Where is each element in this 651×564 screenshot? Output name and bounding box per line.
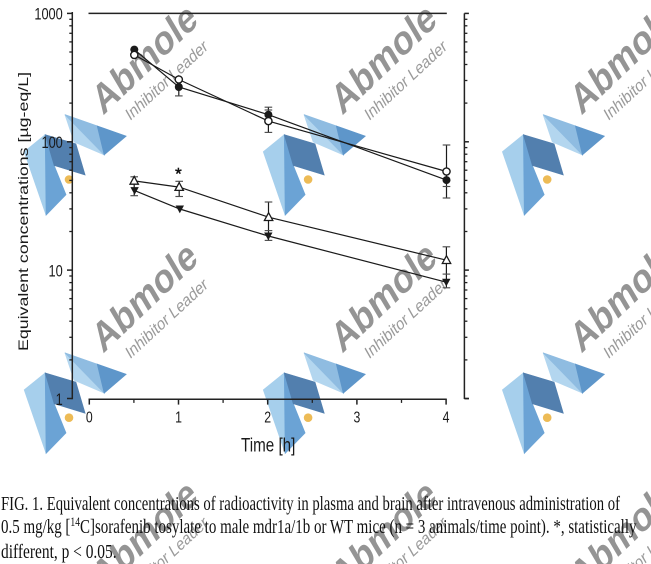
svg-text:Equivalent concentrations [µg-: Equivalent concentrations [µg-eq/L] [17,72,32,351]
svg-text:4: 4 [443,408,450,426]
svg-text:2: 2 [264,408,271,426]
svg-text:1: 1 [56,391,63,409]
svg-text:Time [h]: Time [h] [241,434,295,456]
svg-text:100: 100 [41,135,62,153]
svg-text:1: 1 [175,408,182,426]
svg-text:3: 3 [353,408,360,426]
svg-text:0: 0 [86,408,93,426]
svg-text:10: 10 [49,263,63,281]
svg-text:1000: 1000 [34,6,62,24]
